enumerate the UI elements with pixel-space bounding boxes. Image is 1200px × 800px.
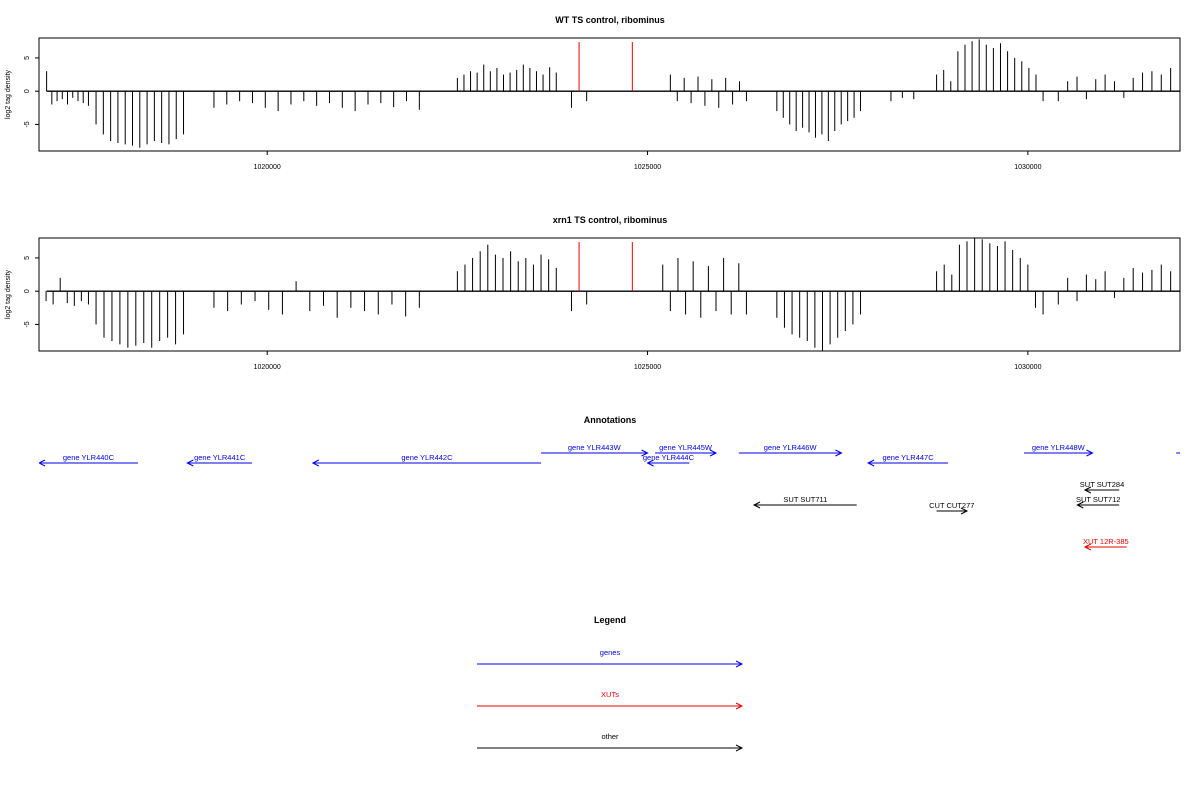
bars (38, 238, 1181, 351)
feature-gene: gene YLR440C (39, 453, 138, 467)
feature-other: SUT SUT711 (752, 495, 857, 509)
strand-arrowhead (1086, 449, 1094, 457)
strand-arrowhead (39, 459, 46, 467)
feature-gene: gene YLR449W (1176, 443, 1200, 454)
feature-gene: gene YLR447C (867, 453, 948, 467)
legend-arrowhead (735, 744, 744, 752)
annotation-features: gene YLR440C gene YLR441C gene YLR442C gene… (39, 443, 1200, 551)
strand-arrowhead (186, 459, 194, 467)
feature-gene: gene YLR445W (655, 443, 718, 457)
x-tick-label: 1020000 (254, 364, 281, 371)
legend-item-xut: XUTs (477, 690, 744, 710)
annotations-track: Annotations gene YLR440C gene YLR441C gene… (39, 415, 1200, 551)
legend-item-gene: genes (477, 648, 744, 668)
feature-label: gene YLR447C (882, 453, 934, 462)
feature-label: gene YLR448W (1032, 443, 1086, 452)
strand-arrowhead (646, 459, 654, 467)
feature-gene: gene YLR448W (1024, 443, 1094, 457)
legend-arrowhead (735, 702, 744, 710)
y-tick-label: 0 (24, 289, 31, 293)
feature-label: gene YLR444C (643, 453, 695, 462)
strand-arrowhead (867, 459, 875, 467)
feature-other: CUT CUT277 (929, 501, 974, 515)
feature-label: gene YLR441C (194, 453, 246, 462)
plot-frame (38, 237, 1181, 352)
feature-gene: gene YLR442C (311, 453, 542, 467)
legend: Legend genes XUTs other (477, 615, 744, 752)
feature-label: gene YLR445W (659, 443, 713, 452)
coverage-panel-1: WT TS control, ribominus log2 tag density… (5, 15, 1181, 171)
feature-label: gene YLR446W (764, 443, 818, 452)
strand-arrowhead (752, 501, 761, 509)
feature-label: gene YLR449W (1195, 443, 1200, 452)
panel-title: xrn1 TS control, ribominus (553, 215, 668, 225)
coverage-panels: WT TS control, ribominus log2 tag density… (5, 15, 1181, 371)
y-tick-label: -5 (24, 121, 31, 127)
feature-label: CUT CUT277 (929, 501, 974, 510)
feature-gene: gene YLR446W (738, 443, 843, 457)
legend-label: other (601, 732, 619, 741)
strand-arrowhead (709, 449, 718, 457)
strand-arrowhead (1083, 486, 1092, 494)
feature-xut: XUT 12R-385 (1083, 537, 1129, 551)
legend-item-other: other (477, 732, 744, 752)
y-tick-label: 0 (24, 89, 31, 93)
y-axis-label: log2 tag density (5, 69, 12, 119)
legend-label: XUTs (601, 690, 619, 699)
strand-arrowhead (1083, 543, 1092, 551)
feature-label: SUT SUT284 (1080, 480, 1124, 489)
legend-title: Legend (594, 615, 626, 625)
feature-label: SUT SUT712 (1076, 495, 1120, 504)
panel-title: WT TS control, ribominus (555, 15, 665, 25)
y-tick-label: 5 (24, 56, 31, 60)
legend-label: genes (600, 648, 621, 657)
legend-arrowhead (735, 660, 744, 668)
x-tick-label: 1025000 (634, 164, 661, 171)
annotations-clip: gene YLR440C gene YLR441C gene YLR442C gene… (39, 443, 1200, 551)
feature-label: gene YLR442C (401, 453, 453, 462)
feature-gene: gene YLR444C (643, 453, 695, 467)
coverage-panel-2: xrn1 TS control, ribominus log2 tag densi… (5, 215, 1181, 371)
feature-label: XUT 12R-385 (1083, 537, 1129, 546)
x-tick-label: 1030000 (1014, 164, 1041, 171)
x-tick-label: 1030000 (1014, 364, 1041, 371)
strand-arrowhead (1076, 501, 1084, 509)
y-axis-label: log2 tag density (5, 269, 12, 319)
feature-gene: gene YLR441C (186, 453, 252, 467)
legend-items: genes XUTs other (477, 648, 744, 752)
feature-label: gene YLR440C (63, 453, 115, 462)
y-tick-label: 5 (24, 256, 31, 260)
bars (46, 39, 1181, 148)
plot-frame (38, 37, 1181, 152)
feature-label: SUT SUT711 (783, 495, 827, 504)
x-tick-label: 1020000 (254, 164, 281, 171)
y-tick-label: -5 (24, 321, 31, 327)
feature-label: gene YLR443W (568, 443, 622, 452)
feature-other: SUT SUT284 (1080, 480, 1124, 494)
strand-arrowhead (641, 449, 649, 457)
feature-gene: gene YLR443W (541, 443, 649, 457)
x-tick-label: 1025000 (634, 364, 661, 371)
strand-arrowhead (311, 459, 320, 467)
feature-other: SUT SUT712 (1076, 495, 1120, 509)
strand-arrowhead (960, 507, 969, 515)
annotations-title: Annotations (584, 415, 637, 425)
strand-arrowhead (835, 449, 843, 457)
